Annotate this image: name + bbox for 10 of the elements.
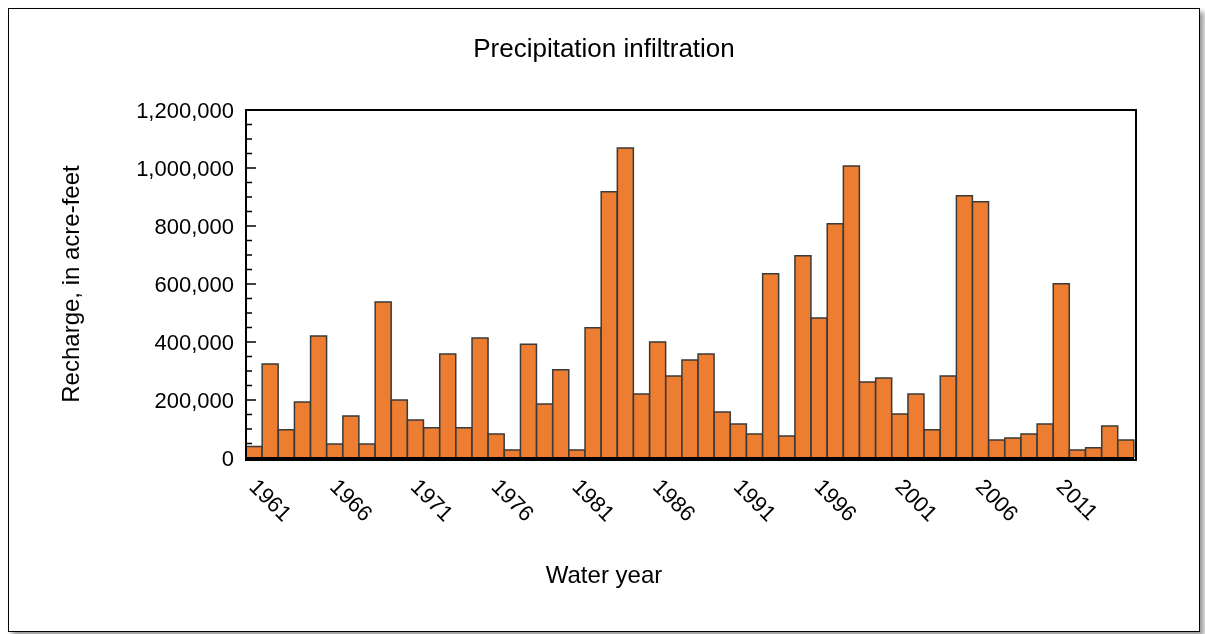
y-tick-label: 600,000 xyxy=(154,271,234,297)
y-tick-label: 1,000,000 xyxy=(136,155,234,181)
y-tick-label: 200,000 xyxy=(154,387,234,413)
x-axis-title: Water year xyxy=(544,561,664,589)
chart-title: Precipitation infiltration xyxy=(472,33,736,64)
y-tick-label: 800,000 xyxy=(154,213,234,239)
y-tick-label: 1,200,000 xyxy=(136,97,234,123)
y-tick-label: 400,000 xyxy=(154,329,234,355)
y-tick-label: 0 xyxy=(221,445,234,471)
y-axis-title: Recharge, in acre-feet xyxy=(57,165,85,403)
